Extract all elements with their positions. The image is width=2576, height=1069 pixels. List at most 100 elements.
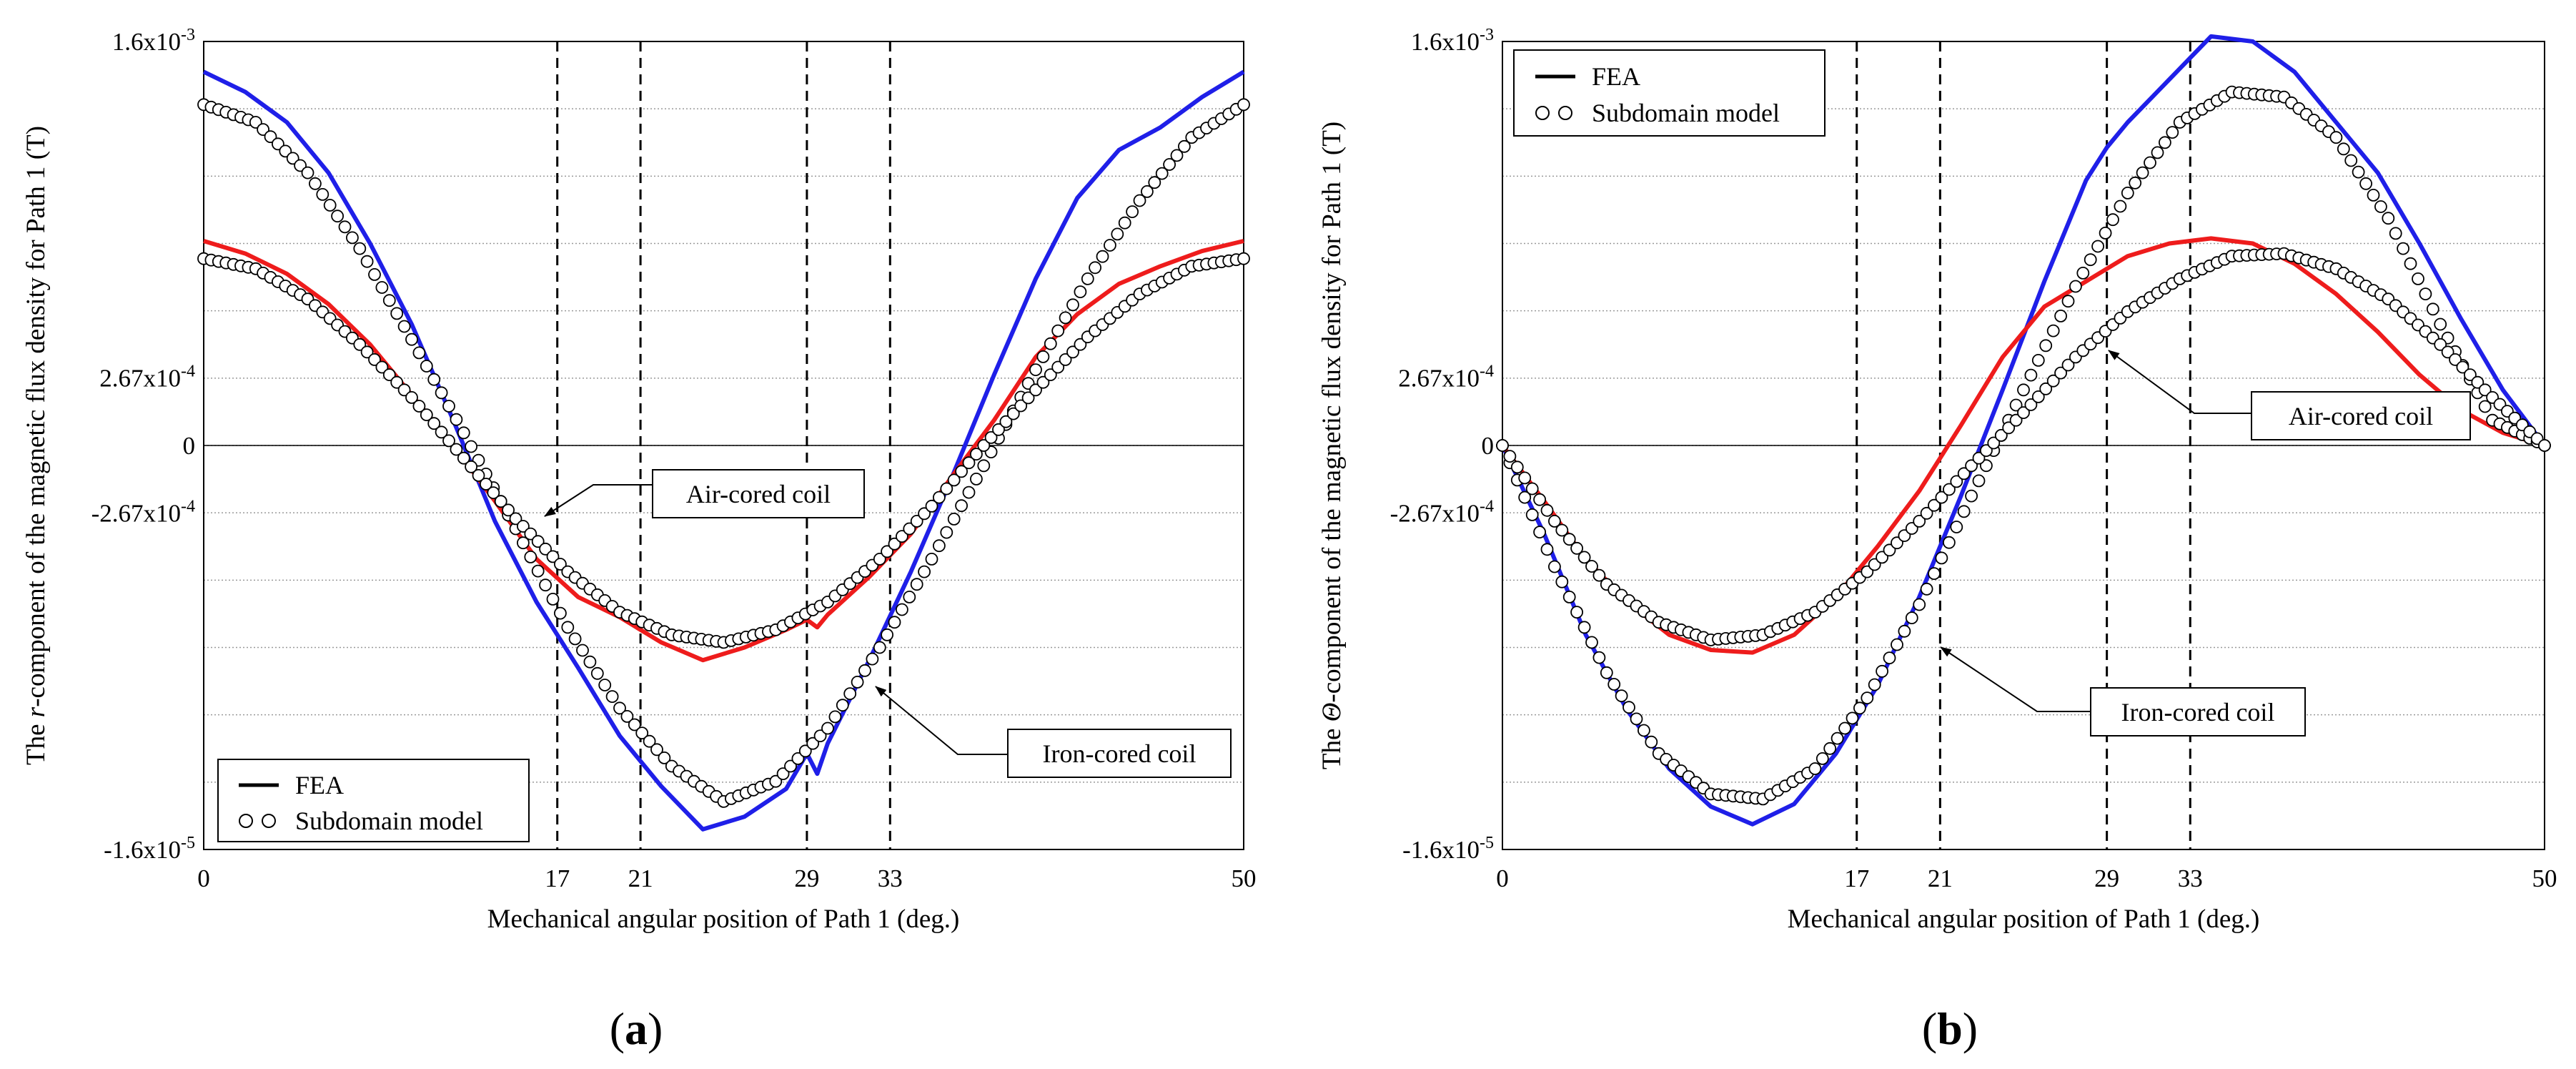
data-point bbox=[2106, 213, 2119, 227]
data-point bbox=[2397, 242, 2410, 255]
data-point bbox=[1876, 664, 1889, 678]
data-point bbox=[1104, 239, 1116, 252]
data-point bbox=[2024, 398, 2038, 411]
data-point bbox=[316, 187, 330, 201]
data-point bbox=[375, 281, 389, 294]
annotation-iron-box-b bbox=[2090, 687, 2306, 737]
data-point bbox=[933, 491, 946, 504]
data-point bbox=[583, 655, 597, 669]
data-point bbox=[940, 482, 953, 496]
annotation-air-label-a: Air-cored coil bbox=[686, 480, 831, 508]
data-point bbox=[2389, 227, 2402, 240]
data-point bbox=[1111, 227, 1124, 241]
data-point bbox=[546, 593, 560, 606]
legend-model-swatch-b bbox=[1535, 106, 1550, 120]
data-point bbox=[858, 664, 871, 677]
data-point bbox=[1592, 568, 1606, 582]
data-point bbox=[472, 469, 485, 482]
data-point bbox=[1089, 261, 1101, 275]
data-point bbox=[345, 231, 359, 245]
data-point bbox=[2009, 398, 2023, 412]
data-point bbox=[1525, 508, 1539, 521]
annotation-air-box-a bbox=[652, 469, 865, 518]
data-point bbox=[2061, 295, 2075, 308]
data-point bbox=[2031, 353, 2045, 367]
data-point bbox=[1237, 98, 1250, 112]
data-point bbox=[1585, 560, 1598, 573]
data-point bbox=[903, 591, 916, 604]
y-tick-label: -1.6x10-5 bbox=[1402, 834, 1494, 864]
data-point bbox=[1823, 742, 1837, 755]
data-point bbox=[517, 536, 530, 550]
legend-model-label-a: Subdomain model bbox=[295, 807, 483, 835]
data-point bbox=[1957, 505, 1971, 518]
data-point bbox=[480, 478, 492, 491]
data-point bbox=[1592, 651, 1606, 664]
data-point bbox=[2099, 226, 2112, 240]
data-point bbox=[2337, 142, 2350, 156]
data-point bbox=[576, 644, 589, 657]
data-point bbox=[2009, 413, 2023, 427]
series-line-air-cored-coil-fea- bbox=[203, 239, 1244, 663]
data-point bbox=[2434, 317, 2447, 331]
data-point bbox=[1815, 752, 1829, 765]
data-point bbox=[1838, 721, 1852, 735]
data-point bbox=[1163, 158, 1176, 171]
data-point bbox=[947, 513, 961, 526]
data-point bbox=[2166, 126, 2179, 139]
data-point bbox=[517, 520, 530, 533]
data-point bbox=[2002, 421, 2016, 435]
data-point bbox=[1555, 523, 1569, 537]
annotation-air-arrow-b bbox=[2108, 350, 2251, 414]
y-tick-labels-a: 1.6x10-3 2.67x10-4 0 -2.67x10-4 -1.6x10-5 bbox=[91, 26, 195, 864]
data-point bbox=[2069, 280, 2082, 293]
data-point bbox=[2151, 146, 2164, 159]
series-line-iron-cored-coil-fea- bbox=[1500, 34, 2547, 827]
data-point bbox=[1081, 272, 1094, 285]
data-point bbox=[1036, 375, 1050, 389]
legend-b: FEA Subdomain model bbox=[1513, 49, 1826, 137]
data-point bbox=[933, 539, 946, 553]
data-point bbox=[955, 465, 968, 478]
data-point bbox=[1935, 491, 1948, 504]
y-tick-label: 0 bbox=[1482, 432, 1495, 460]
data-point bbox=[776, 767, 790, 780]
data-point bbox=[620, 710, 634, 723]
data-point bbox=[301, 166, 314, 179]
data-point bbox=[1928, 567, 1941, 580]
data-point bbox=[1965, 489, 1978, 503]
data-point bbox=[2017, 406, 2030, 419]
data-point bbox=[382, 368, 396, 381]
data-point bbox=[1972, 474, 1986, 488]
data-point bbox=[1905, 611, 1918, 624]
data-point bbox=[806, 737, 820, 750]
data-point bbox=[1141, 184, 1154, 198]
data-point bbox=[1994, 429, 2008, 442]
data-point bbox=[2412, 272, 2424, 285]
data-point bbox=[1570, 606, 1584, 619]
legend-model-swatch-a2 bbox=[262, 814, 276, 828]
data-point bbox=[2374, 200, 2387, 213]
data-point bbox=[2039, 382, 2053, 395]
data-point bbox=[427, 417, 441, 430]
x-tick-labels-a: 17 21 29 33 0 50 bbox=[197, 864, 1256, 892]
data-point bbox=[442, 400, 455, 413]
data-point bbox=[1965, 459, 1978, 473]
data-point bbox=[531, 564, 545, 578]
data-point bbox=[1006, 407, 1020, 420]
data-point bbox=[2329, 131, 2343, 144]
data-point bbox=[1547, 560, 1561, 573]
legend-a: FEA Subdomain model bbox=[217, 759, 530, 842]
data-point bbox=[554, 558, 567, 571]
legend-fea-label-b: FEA bbox=[1592, 62, 1640, 91]
data-point bbox=[2478, 400, 2492, 413]
x-tick-label: 50 bbox=[1232, 864, 1257, 892]
data-point bbox=[992, 423, 1005, 436]
data-point bbox=[813, 729, 827, 742]
chart-panel-a: 1.6x10-3 2.67x10-4 0 -2.67x10-4 -1.6x10-5 17… bbox=[21, 26, 1257, 1054]
legend-box-b bbox=[1513, 49, 1826, 137]
data-point bbox=[1853, 701, 1866, 715]
data-point bbox=[1237, 252, 1250, 265]
data-point bbox=[798, 744, 812, 758]
